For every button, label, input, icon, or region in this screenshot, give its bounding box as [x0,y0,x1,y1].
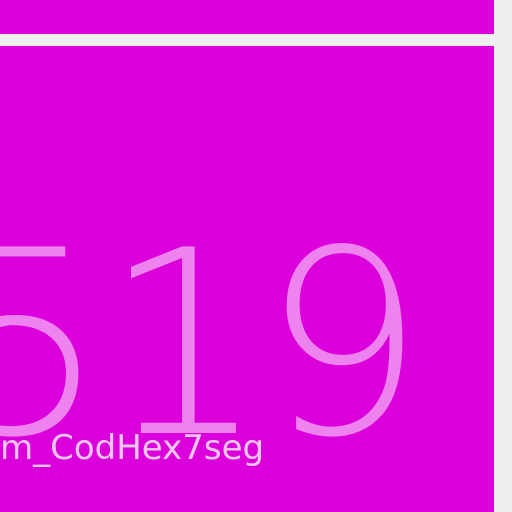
tile-number: 519 [0,196,425,494]
tile-top[interactable] [0,0,494,34]
tile-label: m_CodHex7seg [0,428,265,468]
counter-tile[interactable]: 519 m_CodHex7seg [0,46,494,512]
